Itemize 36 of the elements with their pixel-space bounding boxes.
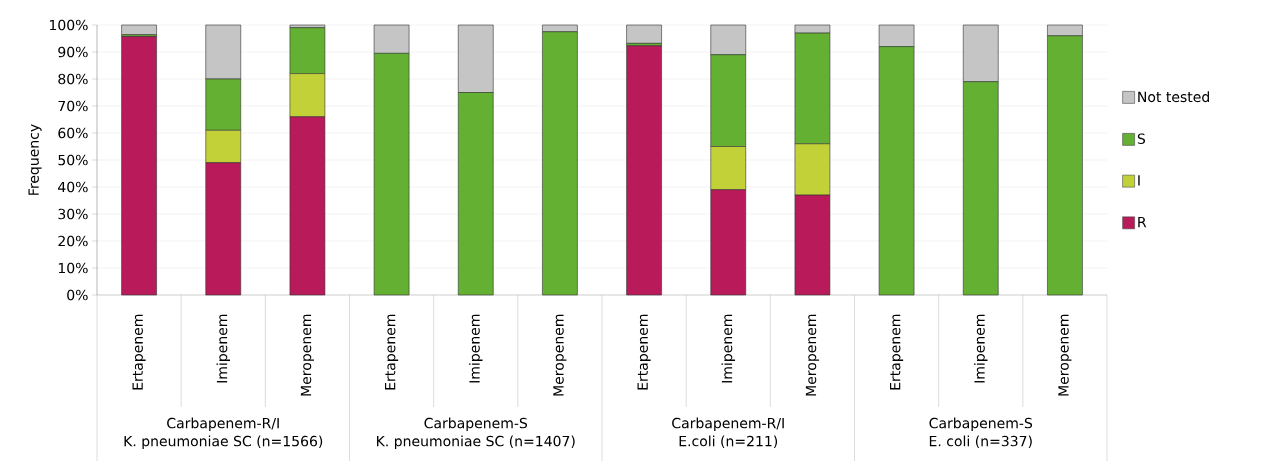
y-tick-label: 100% <box>49 19 88 31</box>
y-tick-label: 20% <box>58 235 88 247</box>
text: K. pneumoniae SC (n=1407) <box>377 435 575 450</box>
y-axis-title: Frequency <box>28 124 42 195</box>
x-tick-label: Imipenem <box>973 314 988 383</box>
y-tick-label: 30% <box>58 208 88 220</box>
x-tick-label: Meropenem <box>1058 314 1072 396</box>
legend-label: S <box>1137 133 1146 145</box>
x-tick-label: Ertapenem <box>385 314 399 390</box>
x-tick-label: Ertapenem <box>637 314 651 390</box>
text: Carbapenem-R/I <box>672 417 784 432</box>
x-tick-label: Meropenem <box>300 314 314 396</box>
y-tick-label: 90% <box>58 46 88 58</box>
text: Carbapenem-R/I <box>167 417 279 432</box>
text: K. pneumoniae SC (n=1566) <box>124 435 323 450</box>
x-tick-label: Imipenem <box>721 314 736 383</box>
text: E.coli (n=211) <box>679 435 778 448</box>
text: E. coli (n=337) <box>929 435 1032 448</box>
y-tick-label: 60% <box>58 127 88 139</box>
text: Carbapenem-S <box>929 417 1033 432</box>
y-tick-label: 40% <box>58 181 88 193</box>
y-tick-label: 70% <box>58 100 88 112</box>
legend-label: I <box>1138 175 1140 186</box>
x-tick-label: Imipenem <box>468 314 483 383</box>
x-tick-label: Meropenem <box>553 314 567 396</box>
legend-label: R <box>1138 216 1147 228</box>
x-tick-label: Imipenem <box>216 314 231 383</box>
y-tick-label: 10% <box>58 262 88 274</box>
y-tick-label: 0% <box>67 289 88 301</box>
y-tick-label: 80% <box>58 73 88 85</box>
legend-label: Not tested <box>1138 91 1209 103</box>
text: Carbapenem-S <box>424 417 528 432</box>
x-tick-label: Meropenem <box>805 314 819 396</box>
x-tick-label: Ertapenem <box>890 314 904 390</box>
y-tick-label: 50% <box>58 154 88 166</box>
x-tick-label: Ertapenem <box>132 314 146 390</box>
